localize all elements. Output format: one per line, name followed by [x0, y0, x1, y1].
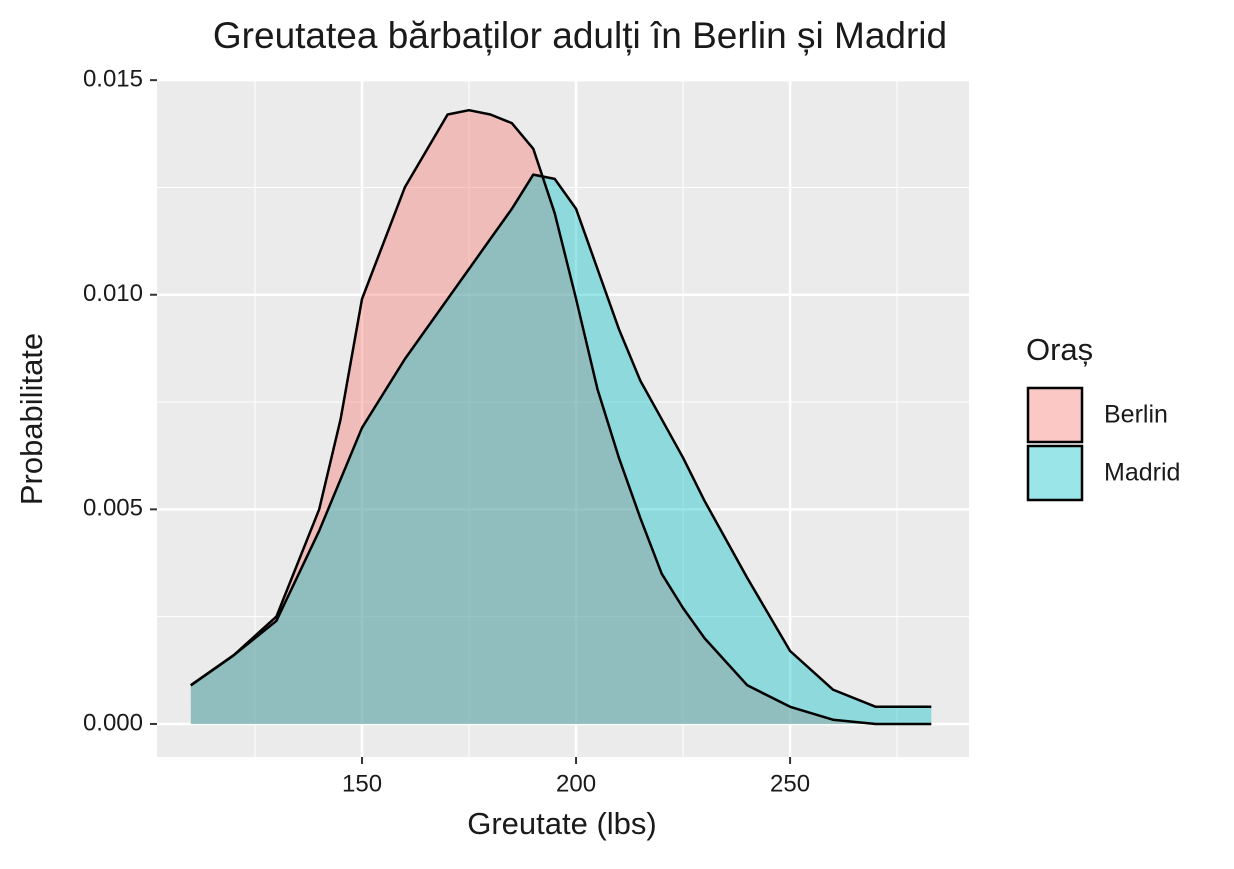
legend-swatch [1026, 386, 1084, 444]
area-fill [190, 174, 932, 724]
legend-swatch-bg [1028, 446, 1082, 500]
legend-swatch-bg [1028, 388, 1082, 442]
legend-label: Berlin [1104, 401, 1168, 429]
legend-swatch [1026, 444, 1084, 502]
y-tick-label: 0.000 [83, 709, 143, 736]
legend-label: Madrid [1104, 459, 1180, 487]
y-tick-label: 0.015 [83, 65, 143, 92]
x-axis-label: Greutate (lbs) [467, 806, 657, 841]
x-tick-label: 200 [556, 770, 596, 797]
plot-panel [157, 81, 969, 757]
y-axis-label: Probabilitate [14, 333, 49, 505]
x-tick-label: 250 [770, 770, 810, 797]
x-tick-label: 150 [342, 770, 382, 797]
y-tick-label: 0.005 [83, 495, 143, 522]
y-tick-label: 0.010 [83, 280, 143, 307]
density-line [190, 108, 932, 726]
chart-title: Greutatea bărbaților adulți în Berlin și… [213, 15, 947, 56]
legend-title: Oraș [1026, 332, 1093, 367]
density-line [190, 173, 932, 709]
